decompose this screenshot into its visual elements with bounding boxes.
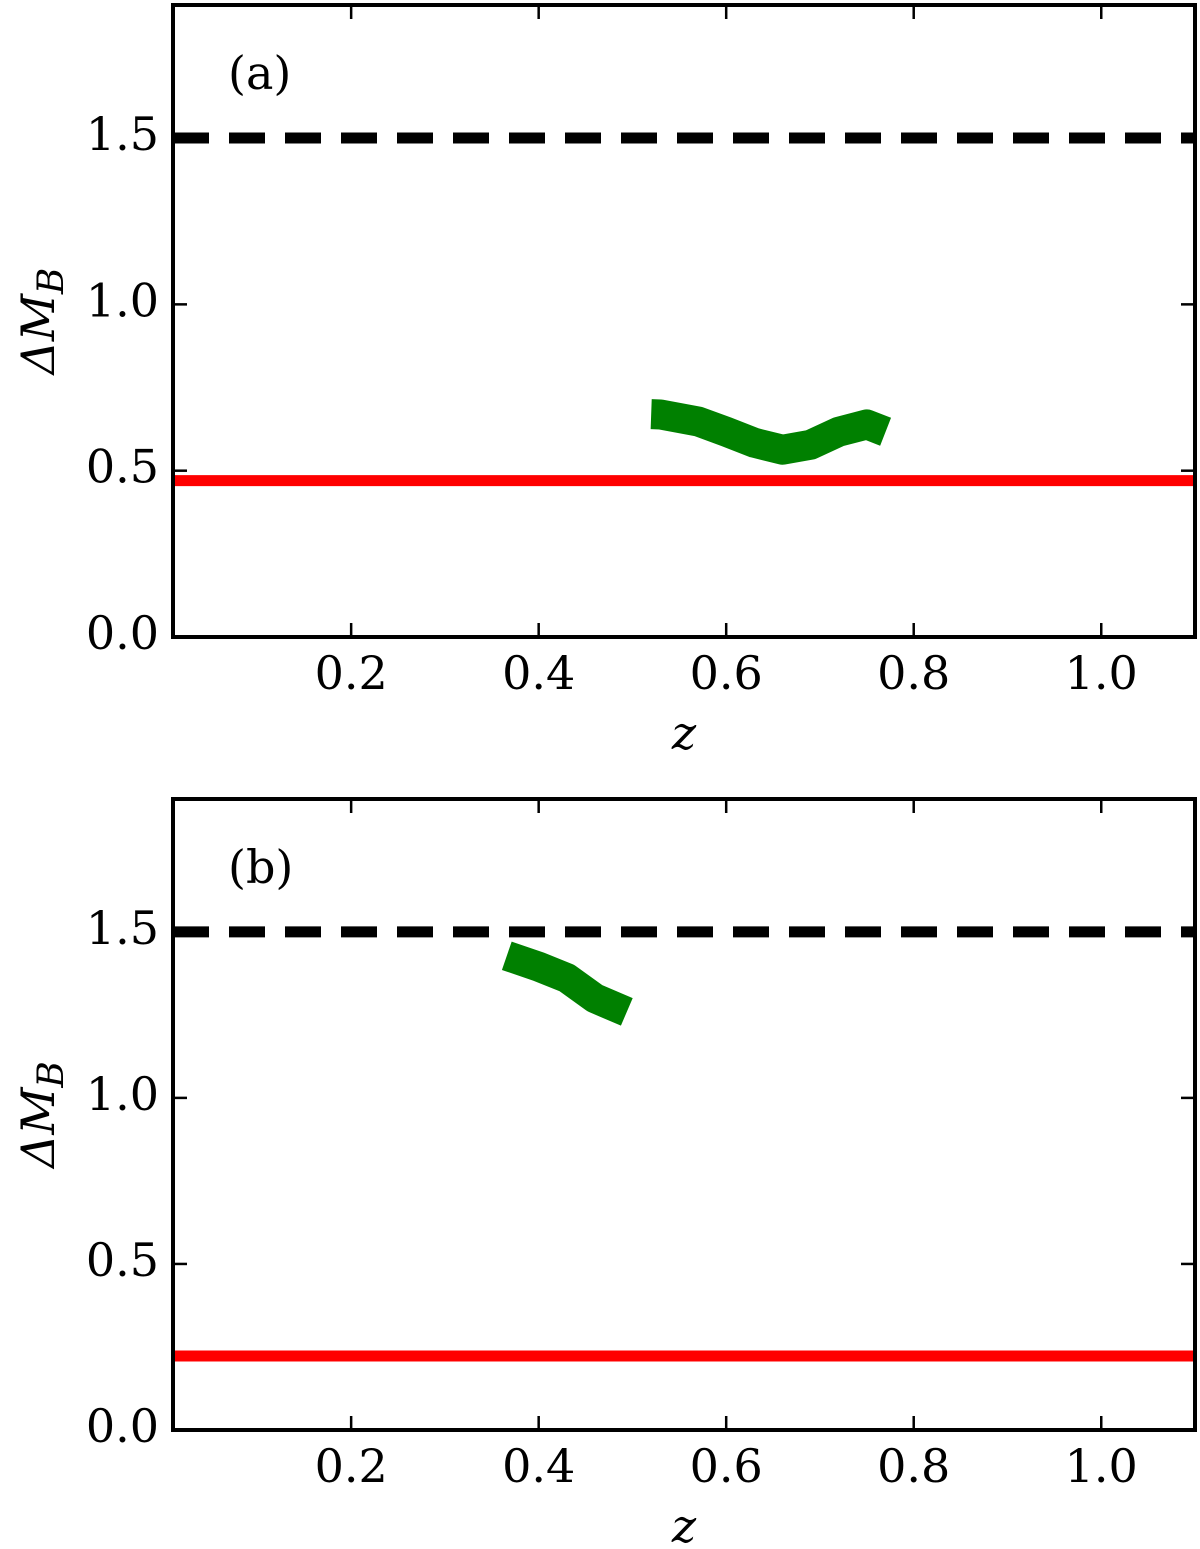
- y-tick-label: 1.5: [86, 107, 159, 161]
- x-tick-label: 0.2: [315, 1439, 388, 1493]
- x-tick-label: 0.4: [502, 1439, 575, 1493]
- y-tick-label: 0.5: [86, 1233, 159, 1287]
- x-tick-label: 0.2: [315, 646, 388, 700]
- y-axis-label-main: ΔM: [11, 1086, 65, 1170]
- plot-frame: [171, 797, 1197, 1432]
- y-tick-label: 1.0: [86, 1067, 159, 1121]
- x-tick-label: 0.4: [502, 646, 575, 700]
- y-axis-label: ΔMB: [11, 268, 72, 377]
- y-tick-label: 1.5: [86, 901, 159, 955]
- y-axis-label: ΔMB: [11, 1061, 72, 1170]
- x-tick-label: 1.0: [1065, 1439, 1138, 1493]
- x-tick-label: 0.6: [690, 1439, 763, 1493]
- x-tick-label: 0.8: [877, 646, 950, 700]
- data-line: [501, 941, 633, 1026]
- x-axis-label: z: [671, 706, 697, 760]
- y-axis-label-sub: B: [31, 1061, 72, 1088]
- x-tick-label: 0.6: [690, 646, 763, 700]
- y-tick-label: 0.0: [86, 1399, 159, 1453]
- panel-label: (b): [228, 840, 293, 894]
- y-tick-label: 0.0: [86, 606, 159, 660]
- plot-frame: [171, 3, 1197, 639]
- y-axis-label-main: ΔM: [11, 292, 65, 376]
- x-tick-label: 0.8: [877, 1439, 950, 1493]
- panel-label: (a): [228, 46, 291, 100]
- data-line: [645, 399, 892, 465]
- x-axis-label: z: [671, 1499, 697, 1549]
- y-axis-label-sub: B: [31, 268, 72, 295]
- y-tick-label: 0.5: [86, 440, 159, 494]
- x-tick-label: 1.0: [1065, 646, 1138, 700]
- y-tick-label: 1.0: [86, 273, 159, 327]
